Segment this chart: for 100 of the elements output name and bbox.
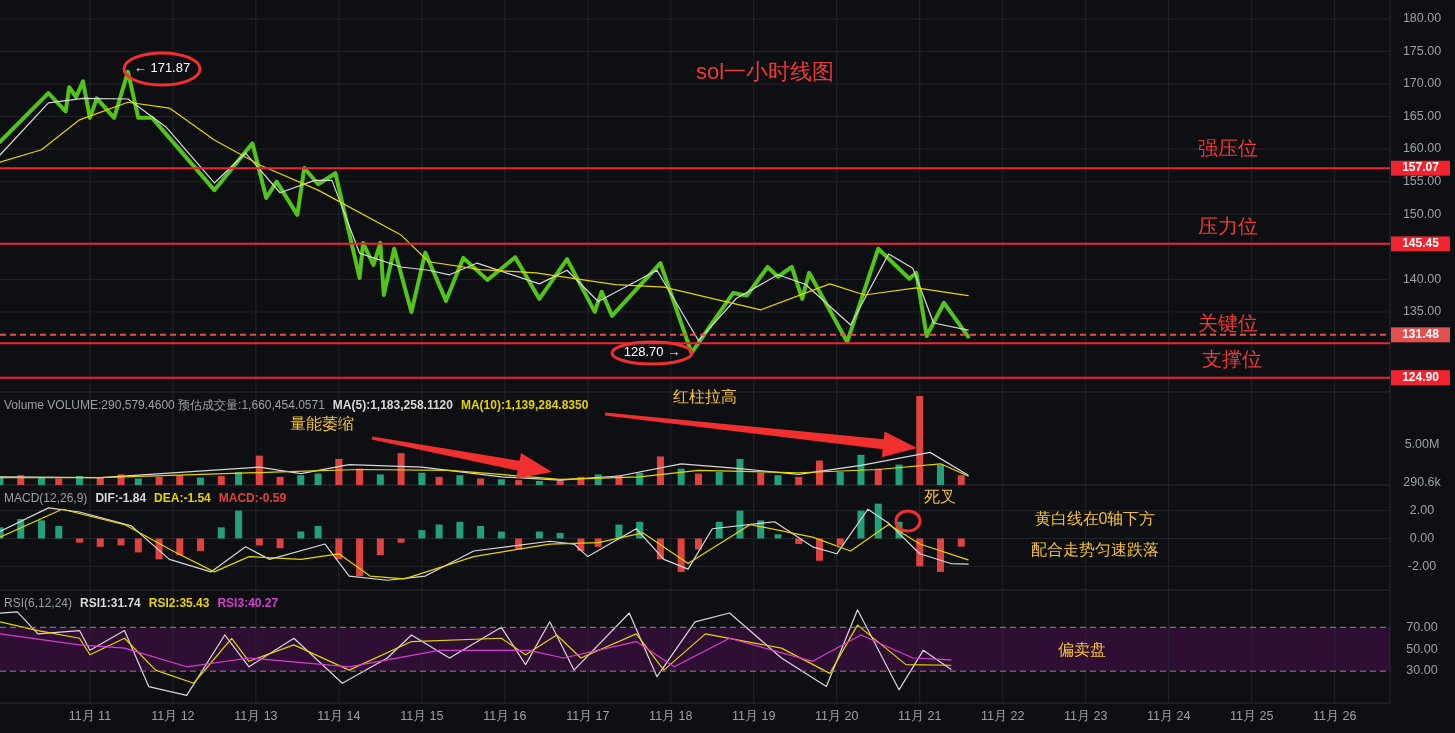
y-tick-label: 140.00 <box>1402 271 1442 286</box>
bar <box>736 458 744 485</box>
y-tick-label: 180.00 <box>1402 11 1442 26</box>
bar <box>397 453 405 485</box>
x-tick-label: 11月 19 <box>732 709 776 724</box>
y-tick-label: 170.00 <box>1402 76 1442 91</box>
text: RSI(6,12,24) <box>4 596 73 611</box>
x-tick-label: 11月 21 <box>898 709 942 724</box>
bar <box>836 538 844 546</box>
bar <box>535 480 543 485</box>
text: DEA:-1.54 <box>154 491 212 506</box>
bar <box>117 538 125 546</box>
annotation: 关键位 <box>1198 312 1258 335</box>
bar <box>857 454 865 485</box>
series-label: DIF:-1.84 <box>95 491 147 506</box>
bar <box>456 521 464 539</box>
bar <box>497 479 505 485</box>
y-tick-label: 155.00 <box>1402 173 1442 188</box>
y-tick-label: 2.00 <box>1409 502 1435 517</box>
bar <box>916 396 924 485</box>
bar <box>155 476 163 485</box>
bar <box>55 525 63 539</box>
bar <box>397 538 405 543</box>
bar <box>197 538 205 552</box>
bar <box>694 538 702 550</box>
text: Volume VOLUME:290,579.4600 预估成交量:1,660,454.0571 <box>4 398 326 413</box>
x-tick-label: 11月 25 <box>1230 709 1274 724</box>
annotation: 压力位 <box>1198 215 1258 238</box>
y-tick-label: 5.00M <box>1404 436 1440 451</box>
bar <box>335 538 343 560</box>
bar <box>656 456 664 485</box>
bar <box>96 477 104 485</box>
annotation: 支撑位 <box>1202 348 1262 371</box>
x-tick-label: 11月 17 <box>566 709 610 724</box>
x-tick-label: 11月 11 <box>68 709 112 724</box>
y-tick-label: 175.00 <box>1402 43 1442 58</box>
bar <box>255 538 263 546</box>
bar <box>477 525 485 539</box>
bar <box>55 478 63 485</box>
bar <box>694 473 702 485</box>
bar <box>957 475 965 485</box>
annotation: 红柱拉高 <box>673 388 737 406</box>
bar <box>515 480 523 485</box>
bar <box>376 474 384 485</box>
annotation: 强压位 <box>1198 137 1258 160</box>
bar <box>276 538 284 549</box>
text: sol一小时线图 <box>695 58 835 84</box>
bar <box>276 476 284 485</box>
bar <box>477 478 485 485</box>
y-tick-label: 50.00 <box>1406 641 1438 656</box>
x-tick-label: 11月 23 <box>1064 709 1108 724</box>
bar <box>774 534 782 539</box>
y-tick-label: 70.00 <box>1406 619 1438 634</box>
text: MACD(12,26,9) <box>4 491 88 506</box>
bar <box>615 524 623 539</box>
bar <box>937 538 944 572</box>
bar <box>957 538 965 547</box>
bar <box>874 468 882 485</box>
bar <box>37 477 45 485</box>
x-tick-label: 11月 16 <box>483 709 527 724</box>
text: MA(5):1,183,258.1120 <box>332 398 454 413</box>
bar <box>235 471 243 485</box>
x-tick-label: 11月 13 <box>234 709 278 724</box>
bar <box>217 476 225 485</box>
bar <box>677 538 685 572</box>
x-tick-label: 11月 20 <box>815 709 859 724</box>
bar <box>757 472 765 485</box>
series-label: RSI1:31.74 <box>80 596 142 611</box>
bar <box>556 532 564 539</box>
y-tick-label: 290.6k <box>1403 474 1442 489</box>
text: MA(10):1,139,284.8350 <box>460 398 589 413</box>
bar <box>96 538 104 547</box>
bar <box>715 471 723 485</box>
y-tick-label: 30.00 <box>1406 663 1438 678</box>
bar <box>815 460 823 485</box>
bar <box>255 455 263 485</box>
y-tick-label: 0.00 <box>1409 530 1435 545</box>
x-tick-label: 11月 18 <box>649 709 693 724</box>
x-tick-label: 11月 14 <box>317 709 361 724</box>
x-tick-label: 11月 26 <box>1313 709 1357 724</box>
bar <box>197 477 205 485</box>
series-label: MACD:-0.59 <box>218 491 287 506</box>
bar <box>795 476 803 485</box>
y-tick-label: 160.00 <box>1402 141 1442 156</box>
ref-line-label: 145.45 <box>1402 236 1440 251</box>
x-tick-label: 11月 22 <box>981 709 1025 724</box>
bar <box>456 475 464 485</box>
bar <box>76 538 84 543</box>
y-tick-label: -2.00 <box>1407 558 1437 573</box>
bar <box>435 476 443 485</box>
ref-line-label: 157.07 <box>1402 160 1440 175</box>
bar <box>356 538 364 577</box>
text: RSI3:40.27 <box>217 596 279 611</box>
annotation: 黄白线在0轴下方 <box>1034 510 1156 528</box>
annotation: 配合走势匀速跌落 <box>1031 541 1159 559</box>
annotation: 偏卖盘 <box>1058 641 1106 659</box>
bar <box>937 464 944 485</box>
bar <box>176 538 184 556</box>
y-tick-label: 150.00 <box>1402 206 1442 221</box>
x-tick-label: 11月 24 <box>1147 709 1191 724</box>
